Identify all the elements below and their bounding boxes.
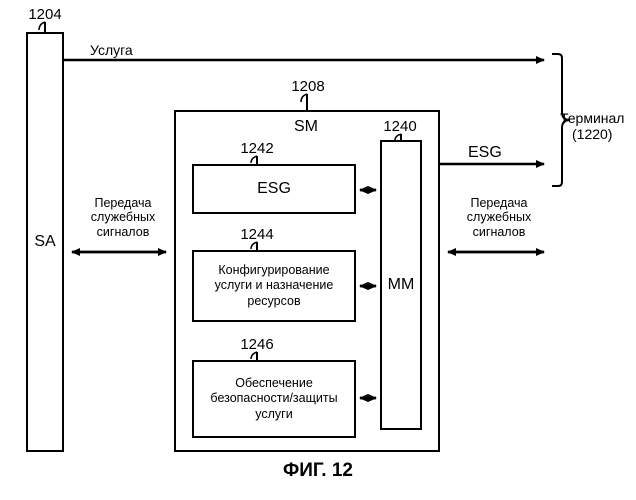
sm-text: SM — [286, 118, 326, 136]
right-esg-label: ESG — [468, 144, 502, 162]
mm-text: MM — [388, 276, 415, 294]
sm-ref: 1208 — [283, 78, 333, 95]
sec-l1: Обеспечение — [235, 376, 313, 392]
sec-l3: услуги — [255, 407, 292, 423]
left-signal-l1: Передача — [94, 196, 151, 210]
sec-l2: безопасности/защиты — [210, 391, 337, 407]
right-signal-l2: служебных — [467, 210, 531, 224]
left-signal-l3: сигналов — [97, 225, 150, 239]
left-signal-l2: служебных — [91, 210, 155, 224]
figure-caption: ФИГ. 12 — [0, 460, 636, 482]
sec-ref: 1246 — [232, 336, 282, 353]
cfg-l3: ресурсов — [247, 294, 300, 310]
mm-ref: 1240 — [370, 118, 430, 135]
esg-text: ESG — [257, 180, 291, 198]
terminal-l2: (1220) — [572, 126, 612, 142]
cfg-l1: Конфигурирование — [218, 263, 329, 279]
esg-ref: 1242 — [232, 140, 282, 157]
sa-box: SA — [26, 32, 64, 452]
right-signal-l3: сигналов — [473, 225, 526, 239]
cfg-ref: 1244 — [232, 226, 282, 243]
right-signal-label: Передача служебных сигналов — [454, 196, 544, 239]
right-signal-l1: Передача — [470, 196, 527, 210]
terminal-l1: Терминал — [560, 110, 624, 126]
cfg-box: Конфигурирование услуги и назначение рес… — [192, 250, 356, 322]
sa-text: SA — [34, 233, 55, 251]
esg-box: ESG — [192, 164, 356, 214]
terminal-label: Терминал (1220) — [560, 110, 624, 142]
sec-box: Обеспечение безопасности/защиты услуги — [192, 360, 356, 438]
cfg-l2: услуги и назначение — [215, 278, 334, 294]
top-arrow-label: Услуга — [90, 42, 133, 58]
left-signal-label: Передача служебных сигналов — [78, 196, 168, 239]
sa-ref: 1204 — [20, 6, 70, 23]
mm-box: MM — [380, 140, 422, 430]
